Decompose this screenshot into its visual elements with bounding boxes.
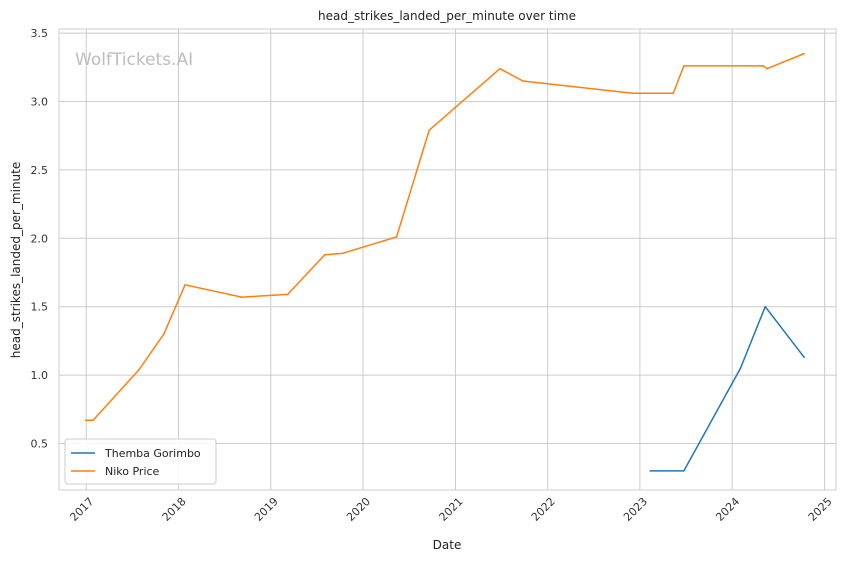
y-axis-label: head_strikes_landed_per_minute (9, 162, 23, 359)
y-tick-label: 3.5 (31, 27, 49, 40)
data-point (803, 356, 805, 359)
y-tick-label: 1.0 (31, 369, 49, 382)
data-point (341, 252, 344, 255)
data-point (522, 80, 524, 82)
data-point (649, 470, 652, 472)
data-point (499, 67, 501, 70)
data-point (764, 305, 767, 308)
legend-label: Niko Price (105, 465, 160, 478)
x-tick-label: 2017 (67, 495, 96, 524)
x-tick-label: 2023 (621, 495, 650, 524)
x-tick-label: 2024 (713, 495, 742, 524)
y-tick-label: 0.5 (31, 437, 49, 450)
data-point (163, 333, 165, 335)
chart-title: head_strikes_landed_per_minute over time (318, 9, 576, 23)
data-point (286, 293, 289, 296)
y-tick-label: 2.5 (31, 164, 49, 177)
y-tick-label: 3.0 (31, 96, 49, 109)
data-point (428, 129, 430, 132)
x-tick-label: 2025 (806, 495, 835, 524)
data-point (184, 284, 186, 286)
data-point (803, 52, 805, 55)
data-point (683, 470, 685, 472)
series-lines (84, 52, 805, 472)
data-point (739, 367, 742, 370)
legend-box (64, 438, 217, 485)
x-tick-label: 2022 (529, 495, 558, 524)
series-line-0 (650, 305, 805, 472)
y-tick-label: 2.0 (31, 232, 49, 245)
x-tick-label: 2018 (160, 495, 189, 524)
data-point (672, 92, 675, 95)
plot-area (58, 28, 837, 491)
y-tick-label: 1.5 (31, 301, 49, 314)
data-point (762, 65, 765, 67)
x-tick-label: 2020 (344, 495, 373, 524)
data-point (395, 236, 398, 238)
legend: Themba Gorimbo Niko Price (64, 438, 217, 485)
legend-label: Themba Gorimbo (104, 447, 201, 460)
x-axis-label: Date (433, 538, 462, 552)
watermark: WolfTickets.AI (75, 50, 193, 70)
x-tick-label: 2021 (437, 495, 466, 524)
data-point (92, 419, 94, 422)
grid (59, 29, 836, 490)
x-tick-label: 2019 (252, 495, 281, 524)
data-point (240, 296, 243, 298)
data-point (324, 253, 326, 256)
data-point (631, 92, 634, 95)
data-point (138, 368, 140, 371)
data-point (766, 67, 768, 70)
data-point (84, 419, 87, 422)
data-point (683, 65, 685, 67)
series-line-1 (85, 52, 805, 421)
